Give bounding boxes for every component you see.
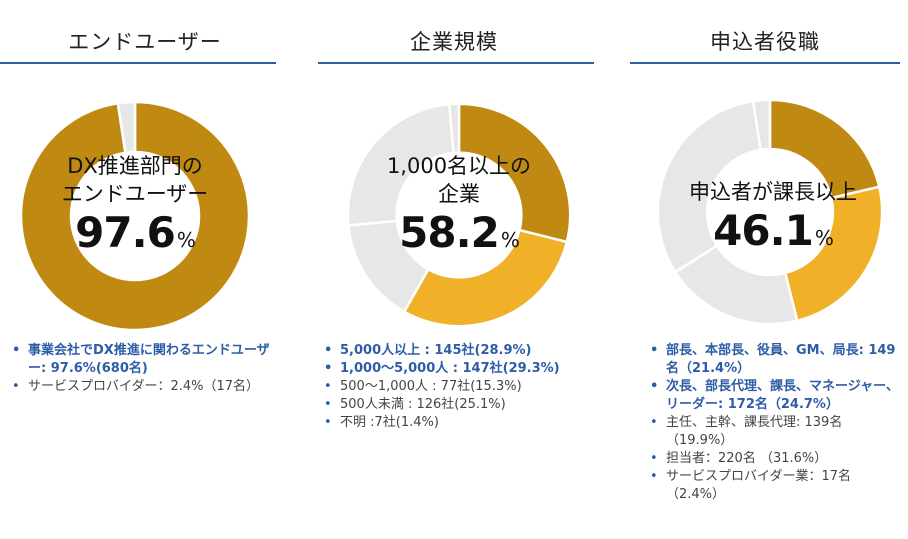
center-line-1: DX推進部門の xyxy=(67,154,203,178)
legend-list: 事業会社でDX推進に関わるエンドユーザー: 97.6%(680名)サービスプロバ… xyxy=(12,342,274,396)
legend-item-2: 主任、主幹、課長代理: 139名（19.9%） xyxy=(650,414,900,450)
donut-center-label: 1,000名以上の 企業 58.2% xyxy=(346,152,572,265)
legend-item-4: サービスプロバイダー業：17名（2.4%） xyxy=(650,468,900,504)
panel-applicant-position: 申込者役職 申込者が課長以上 46.1% 部長、本部長、役員、GM、局長: 14… xyxy=(622,0,908,539)
title-divider xyxy=(318,62,594,64)
donut-slice-1 xyxy=(402,228,569,328)
center-number: 46.1 xyxy=(713,206,814,255)
center-unit: % xyxy=(500,228,520,252)
chart-title: エンドユーザー xyxy=(68,30,222,54)
donut-chart-applicant-position xyxy=(656,98,884,326)
donut-slice-4 xyxy=(447,102,461,155)
legend-item-0: 事業会社でDX推進に関わるエンドユーザー: 97.6%(680名) xyxy=(12,342,274,378)
donut-slice-0 xyxy=(457,102,572,244)
center-number: 58.2 xyxy=(399,208,500,257)
center-value: 97.6% xyxy=(20,208,250,265)
legend-item-4: 不明 :7社(1.4%) xyxy=(324,414,594,432)
chart-title: 申込者役職 xyxy=(710,30,820,54)
donut-slice-1 xyxy=(783,185,884,323)
title-divider xyxy=(630,62,900,64)
title-divider xyxy=(0,62,276,64)
legend-item-3: 担当者：220名 （31.6%） xyxy=(650,450,900,468)
donut-chart-company-size xyxy=(346,102,572,328)
donut-center-label: 申込者が課長以上 46.1% xyxy=(660,178,886,263)
center-line-1: 申込者が課長以上 xyxy=(689,180,857,204)
donut-chart-end-user xyxy=(19,100,251,332)
panel-end-user: エンドユーザー DX推進部門の エンドユーザー 97.6% 事業会社でDX推進に… xyxy=(0,0,290,539)
legend-item-3: 500人未満 : 126社(25.1%) xyxy=(324,396,594,414)
legend-item-1: 次長、部長代理、課長、マネージャー、リーダー: 172名（24.7%） xyxy=(650,378,900,414)
legend-list: 5,000人以上 : 145社(28.9%)1,000～5,000人 : 147… xyxy=(324,342,594,432)
center-value: 46.1% xyxy=(660,206,886,263)
donut-slice-3 xyxy=(346,102,455,227)
legend-item-0: 5,000人以上 : 145社(28.9%) xyxy=(324,342,594,360)
legend-item-2: 500～1,000人 : 77社(15.3%) xyxy=(324,378,594,396)
donut-center-label: DX推進部門の エンドユーザー 97.6% xyxy=(20,152,250,265)
legend-list: 部長、本部長、役員、GM、局長: 149名（21.4%）次長、部長代理、課長、マ… xyxy=(650,342,900,504)
donut-slice-1 xyxy=(116,100,137,155)
donut-slice-4 xyxy=(751,98,772,152)
center-value: 58.2% xyxy=(346,208,572,265)
legend-item-1: サービスプロバイダー：2.4%（17名） xyxy=(12,378,274,396)
panel-company-size: 企業規模 1,000名以上の 企業 58.2% 5,000人以上 : 145社(… xyxy=(306,0,602,539)
center-number: 97.6 xyxy=(75,208,176,257)
donut-slice-0 xyxy=(768,98,881,200)
center-line-1: 1,000名以上の xyxy=(386,154,532,178)
center-line-2: エンドユーザー xyxy=(61,182,209,206)
center-unit: % xyxy=(814,226,834,250)
legend-item-0: 部長、本部長、役員、GM、局長: 149名（21.4%） xyxy=(650,342,900,378)
chart-title: 企業規模 xyxy=(410,30,498,54)
legend-item-1: 1,000～5,000人 : 147社(29.3%) xyxy=(324,360,594,378)
donut-slice-0 xyxy=(19,100,251,332)
center-line-2: 企業 xyxy=(438,182,480,206)
donut-slice-3 xyxy=(656,99,762,274)
center-unit: % xyxy=(176,228,196,252)
